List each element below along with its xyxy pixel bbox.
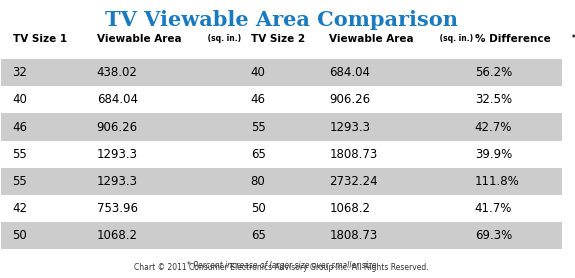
Text: 42: 42: [13, 202, 28, 215]
FancyBboxPatch shape: [1, 113, 562, 141]
FancyBboxPatch shape: [1, 59, 562, 86]
Text: 46: 46: [251, 93, 266, 106]
Text: Viewable Area: Viewable Area: [97, 34, 181, 44]
Text: 69.3%: 69.3%: [475, 229, 512, 242]
Text: 50: 50: [251, 202, 266, 215]
Text: TV Size 1: TV Size 1: [13, 34, 67, 44]
Text: 1808.73: 1808.73: [329, 148, 377, 161]
Text: 55: 55: [13, 175, 28, 188]
FancyBboxPatch shape: [1, 141, 562, 168]
Text: 1293.3: 1293.3: [97, 175, 137, 188]
FancyBboxPatch shape: [1, 168, 562, 195]
Text: (sq. in.): (sq. in.): [437, 34, 473, 43]
Text: 1068.2: 1068.2: [97, 229, 137, 242]
Text: TV Size 2: TV Size 2: [251, 34, 305, 44]
Text: Chart © 2011 Consumer Electronics Advisory Group Inc. All Rights Reserved.: Chart © 2011 Consumer Electronics Adviso…: [134, 264, 429, 272]
Text: 46: 46: [13, 120, 28, 133]
Text: 684.04: 684.04: [97, 93, 137, 106]
Text: 1808.73: 1808.73: [329, 229, 377, 242]
Text: 906.26: 906.26: [97, 120, 138, 133]
Text: 40: 40: [251, 66, 266, 79]
Text: % Difference: % Difference: [475, 34, 551, 44]
FancyBboxPatch shape: [1, 195, 562, 222]
Text: *: *: [572, 34, 575, 43]
Text: 111.8%: 111.8%: [475, 175, 520, 188]
Text: 32.5%: 32.5%: [475, 93, 512, 106]
Text: 1293.3: 1293.3: [329, 120, 370, 133]
FancyBboxPatch shape: [1, 222, 562, 249]
Text: 50: 50: [13, 229, 28, 242]
Text: 65: 65: [251, 229, 266, 242]
Text: 753.96: 753.96: [97, 202, 137, 215]
Text: 56.2%: 56.2%: [475, 66, 512, 79]
Text: 1293.3: 1293.3: [97, 148, 137, 161]
Text: TV Viewable Area Comparison: TV Viewable Area Comparison: [105, 10, 458, 30]
Text: 42.7%: 42.7%: [475, 120, 512, 133]
Text: (sq. in.): (sq. in.): [205, 34, 241, 43]
Text: 55: 55: [13, 148, 28, 161]
Text: 684.04: 684.04: [329, 66, 370, 79]
Text: 1068.2: 1068.2: [329, 202, 370, 215]
Text: 55: 55: [251, 120, 266, 133]
Text: Viewable Area: Viewable Area: [329, 34, 414, 44]
Text: 2732.24: 2732.24: [329, 175, 378, 188]
Text: 438.02: 438.02: [97, 66, 137, 79]
Text: 32: 32: [13, 66, 28, 79]
Text: 80: 80: [251, 175, 266, 188]
Text: * Percent increase of larger size over smaller size: * Percent increase of larger size over s…: [187, 262, 376, 270]
FancyBboxPatch shape: [1, 86, 562, 113]
Text: 906.26: 906.26: [329, 93, 370, 106]
Text: 39.9%: 39.9%: [475, 148, 512, 161]
Text: 65: 65: [251, 148, 266, 161]
Text: 40: 40: [13, 93, 28, 106]
Text: 41.7%: 41.7%: [475, 202, 512, 215]
